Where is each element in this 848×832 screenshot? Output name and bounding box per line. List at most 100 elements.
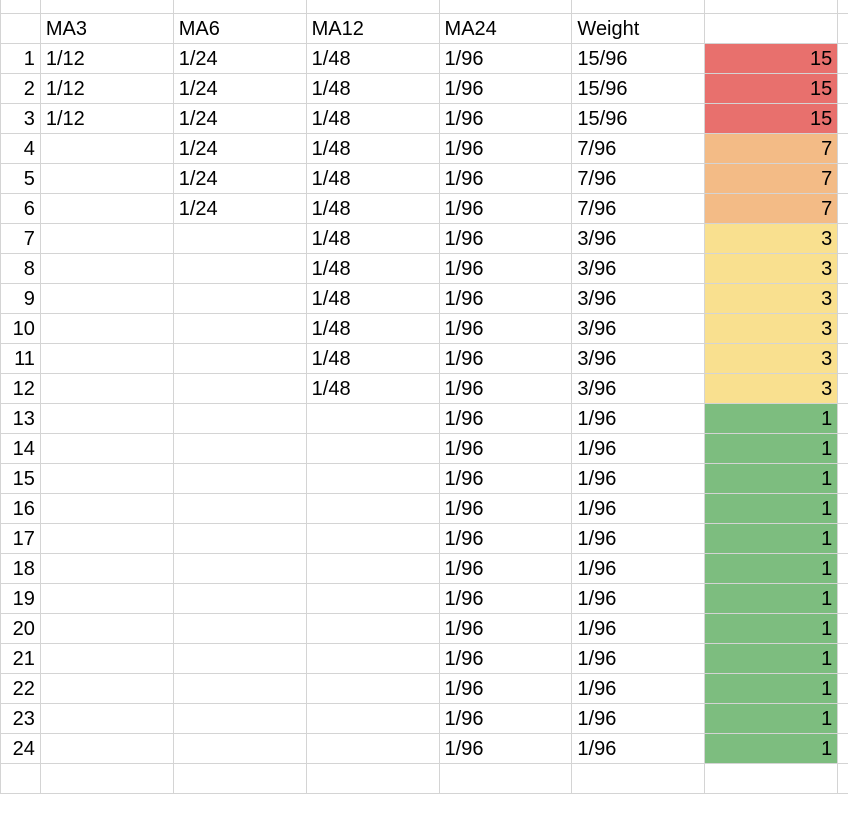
value-cell[interactable]: 7 (704, 162, 839, 194)
row-number-cell[interactable]: 18 (0, 552, 41, 584)
value-cell[interactable]: 1 (704, 702, 839, 734)
grid-cell[interactable] (837, 0, 848, 14)
ma6-cell[interactable] (172, 552, 307, 584)
ma24-cell[interactable]: 1/96 (438, 702, 573, 734)
ma12-cell[interactable] (305, 582, 440, 614)
ma12-cell[interactable]: 1/48 (305, 72, 440, 104)
weight-cell[interactable]: 3/96 (571, 312, 706, 344)
ma24-cell[interactable]: 1/96 (438, 432, 573, 464)
row-number-cell[interactable]: 7 (0, 222, 41, 254)
grid-cell[interactable] (39, 762, 174, 794)
weight-cell[interactable]: 1/96 (571, 582, 706, 614)
ma6-cell[interactable]: 1/24 (172, 132, 307, 164)
value-cell[interactable]: 1 (704, 582, 839, 614)
ma24-cell[interactable]: 1/96 (438, 192, 573, 224)
ma6-cell[interactable] (172, 342, 307, 374)
ma6-cell[interactable] (172, 312, 307, 344)
ma6-cell[interactable]: 1/24 (172, 72, 307, 104)
value-cell[interactable]: 3 (704, 282, 839, 314)
ma3-cell[interactable] (39, 672, 174, 704)
grid-cell[interactable] (305, 762, 440, 794)
ma24-cell[interactable]: 1/96 (438, 222, 573, 254)
row-number-cell[interactable]: 9 (0, 282, 41, 314)
grid-cell[interactable] (837, 252, 848, 284)
value-cell[interactable]: 1 (704, 492, 839, 524)
ma3-cell[interactable] (39, 282, 174, 314)
grid-cell[interactable] (837, 372, 848, 404)
grid-cell[interactable] (837, 42, 848, 74)
value-cell[interactable]: 1 (704, 522, 839, 554)
ma3-cell[interactable] (39, 642, 174, 674)
grid-cell[interactable] (837, 222, 848, 254)
value-cell[interactable]: 3 (704, 372, 839, 404)
ma12-cell[interactable] (305, 402, 440, 434)
ma6-cell[interactable] (172, 252, 307, 284)
header-cell-ma3[interactable]: MA3 (39, 12, 174, 44)
ma24-cell[interactable]: 1/96 (438, 552, 573, 584)
ma24-cell[interactable]: 1/96 (438, 522, 573, 554)
weight-cell[interactable]: 1/96 (571, 672, 706, 704)
weight-cell[interactable]: 3/96 (571, 372, 706, 404)
grid-cell[interactable] (172, 0, 307, 14)
ma6-cell[interactable]: 1/24 (172, 42, 307, 74)
grid-cell[interactable] (39, 0, 174, 14)
ma12-cell[interactable] (305, 702, 440, 734)
ma24-cell[interactable]: 1/96 (438, 162, 573, 194)
ma12-cell[interactable]: 1/48 (305, 42, 440, 74)
ma3-cell[interactable] (39, 462, 174, 494)
ma12-cell[interactable]: 1/48 (305, 222, 440, 254)
grid-cell[interactable] (837, 102, 848, 134)
ma6-cell[interactable] (172, 522, 307, 554)
ma3-cell[interactable] (39, 342, 174, 374)
grid-cell[interactable] (0, 0, 41, 14)
ma24-cell[interactable]: 1/96 (438, 42, 573, 74)
row-number-cell[interactable]: 3 (0, 102, 41, 134)
ma12-cell[interactable] (305, 552, 440, 584)
ma6-cell[interactable]: 1/24 (172, 102, 307, 134)
ma24-cell[interactable]: 1/96 (438, 282, 573, 314)
ma6-cell[interactable]: 1/24 (172, 192, 307, 224)
grid-cell[interactable] (571, 762, 706, 794)
value-cell[interactable]: 15 (704, 42, 839, 74)
ma3-cell[interactable] (39, 372, 174, 404)
grid-cell[interactable] (837, 552, 848, 584)
grid-cell[interactable] (837, 732, 848, 764)
weight-cell[interactable]: 1/96 (571, 642, 706, 674)
ma6-cell[interactable]: 1/24 (172, 162, 307, 194)
grid-cell[interactable] (837, 72, 848, 104)
ma3-cell[interactable] (39, 162, 174, 194)
weight-cell[interactable]: 1/96 (571, 462, 706, 494)
ma12-cell[interactable]: 1/48 (305, 102, 440, 134)
weight-cell[interactable]: 3/96 (571, 282, 706, 314)
ma3-cell[interactable] (39, 402, 174, 434)
ma24-cell[interactable]: 1/96 (438, 72, 573, 104)
header-cell-ma24[interactable]: MA24 (438, 12, 573, 44)
ma12-cell[interactable] (305, 642, 440, 674)
ma6-cell[interactable] (172, 582, 307, 614)
value-cell[interactable]: 1 (704, 672, 839, 704)
ma3-cell[interactable] (39, 252, 174, 284)
grid-cell[interactable] (571, 0, 706, 14)
grid-cell[interactable] (438, 762, 573, 794)
ma3-cell[interactable] (39, 732, 174, 764)
weight-cell[interactable]: 1/96 (571, 552, 706, 584)
row-number-cell[interactable]: 21 (0, 642, 41, 674)
row-number-cell[interactable]: 4 (0, 132, 41, 164)
weight-cell[interactable]: 1/96 (571, 612, 706, 644)
ma12-cell[interactable]: 1/48 (305, 132, 440, 164)
row-number-cell[interactable]: 6 (0, 192, 41, 224)
grid-cell[interactable] (837, 612, 848, 644)
row-number-cell[interactable]: 12 (0, 372, 41, 404)
grid-cell[interactable] (837, 702, 848, 734)
grid-cell[interactable] (837, 402, 848, 434)
ma12-cell[interactable]: 1/48 (305, 372, 440, 404)
row-number-cell[interactable]: 11 (0, 342, 41, 374)
ma3-cell[interactable] (39, 222, 174, 254)
value-cell[interactable]: 3 (704, 252, 839, 284)
ma24-cell[interactable]: 1/96 (438, 462, 573, 494)
grid-cell[interactable] (837, 192, 848, 224)
row-number-cell[interactable]: 19 (0, 582, 41, 614)
row-number-cell[interactable]: 2 (0, 72, 41, 104)
header-cell-corner[interactable] (0, 12, 41, 44)
ma12-cell[interactable]: 1/48 (305, 312, 440, 344)
